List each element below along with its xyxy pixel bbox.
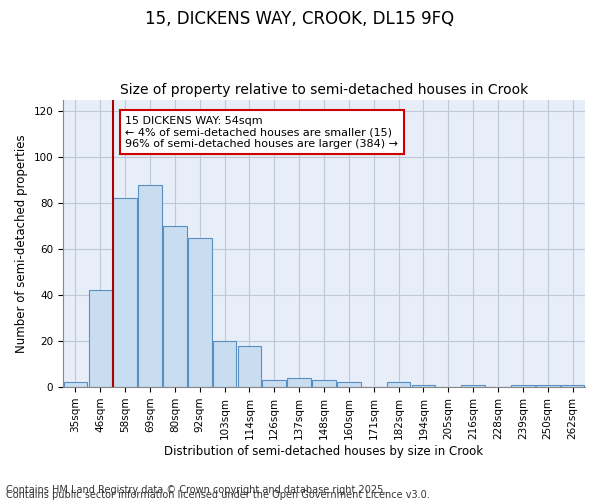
Text: 15, DICKENS WAY, CROOK, DL15 9FQ: 15, DICKENS WAY, CROOK, DL15 9FQ [145,10,455,28]
Bar [287,378,311,387]
X-axis label: Distribution of semi-detached houses by size in Crook: Distribution of semi-detached houses by … [164,444,484,458]
Bar [188,238,212,387]
Bar [262,380,286,387]
Bar [138,184,162,387]
Bar [312,380,336,387]
Bar [387,382,410,387]
Bar [213,341,236,387]
Text: 15 DICKENS WAY: 54sqm
← 4% of semi-detached houses are smaller (15)
96% of semi-: 15 DICKENS WAY: 54sqm ← 4% of semi-detac… [125,116,398,149]
Bar [536,385,560,387]
Bar [461,385,485,387]
Text: Contains public sector information licensed under the Open Government Licence v3: Contains public sector information licen… [6,490,430,500]
Bar [163,226,187,387]
Text: Contains HM Land Registry data © Crown copyright and database right 2025.: Contains HM Land Registry data © Crown c… [6,485,386,495]
Bar [64,382,87,387]
Bar [113,198,137,387]
Bar [561,385,584,387]
Bar [412,385,435,387]
Bar [511,385,535,387]
Title: Size of property relative to semi-detached houses in Crook: Size of property relative to semi-detach… [120,83,528,97]
Bar [238,346,261,387]
Bar [89,290,112,387]
Bar [337,382,361,387]
Y-axis label: Number of semi-detached properties: Number of semi-detached properties [15,134,28,352]
